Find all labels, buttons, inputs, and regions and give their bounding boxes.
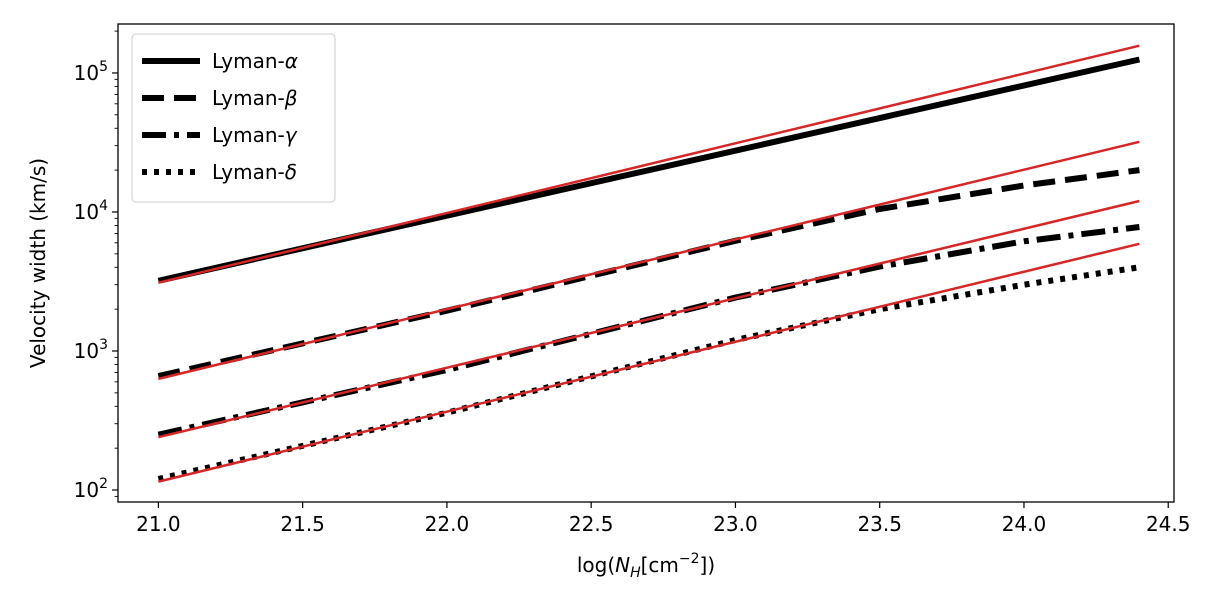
x-tick-label: 21.0 [136,512,181,536]
plot-frame [117,23,1175,503]
fit-line-3 [158,199,1140,439]
fit-line-4 [158,242,1140,483]
y-tick-label: 105 [74,59,108,85]
x-tick-label: 23.5 [857,512,902,536]
x-tick-label: 24.5 [1146,512,1191,536]
y-axis-label: Velocity width (km/s) [26,158,50,368]
y-tick-label: 103 [74,337,108,363]
x-axis-label: log(NH[cm−2]) [577,551,715,581]
fit-line-1 [158,44,1140,284]
x-tick-label: 21.5 [280,512,325,536]
fit-lines [158,44,1140,483]
y-tick-label: 104 [74,198,108,224]
fit-line-2 [158,140,1140,381]
legend-label-3: Lyman-γ [212,123,298,147]
y-axis: 102 103 104 105 [74,30,118,502]
legend-box [131,33,336,203]
series-line-2 [157,167,1140,380]
legend-label-4: Lyman-δ [212,160,297,184]
x-tick-label: 22.0 [425,512,470,536]
x-tick-label: 23.0 [713,512,758,536]
y-tick-label: 102 [74,476,108,502]
x-axis: 21.0 21.5 22.0 22.5 23.0 23.5 24.0 24.5 [136,502,1190,536]
x-tick-label: 22.5 [569,512,614,536]
legend-label-2: Lyman-β [212,86,298,110]
x-tick-label: 24.0 [1002,512,1047,536]
legend: Lyman-α Lyman-β Lyman-γ Lyman-δ [131,33,336,203]
legend-label-1: Lyman-α [212,49,298,73]
